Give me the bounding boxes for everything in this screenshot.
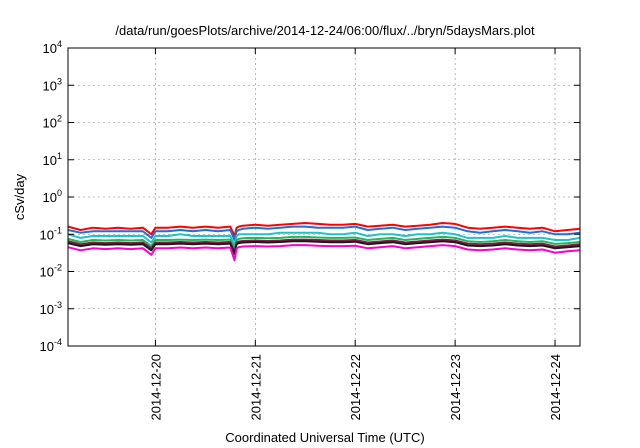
- x-axis-label: Coordinated Universal Time (UTC): [225, 430, 424, 445]
- x-tick-label: 2014-12-20: [148, 354, 163, 421]
- y-tick-label: 10-4: [40, 337, 62, 354]
- y-tick-label: 101: [43, 151, 62, 168]
- x-tick-label: 2014-12-23: [448, 354, 463, 421]
- y-tick-label: 10-2: [40, 263, 62, 280]
- x-tick-label: 2014-12-22: [348, 354, 363, 421]
- x-tick-label: 2014-12-24: [548, 354, 563, 421]
- y-tick-label: 102: [43, 114, 62, 131]
- series-line: [67, 240, 581, 256]
- series-line: [67, 244, 581, 262]
- y-axis-label: cSv/day: [12, 173, 27, 220]
- series-line: [67, 231, 581, 247]
- y-tick-label: 104: [43, 39, 62, 56]
- series-line: [67, 238, 581, 254]
- y-tick-label: 10-3: [40, 300, 62, 317]
- series-layer: [67, 222, 581, 262]
- x-tick-label: 2014-12-21: [248, 354, 263, 421]
- series-line: [67, 225, 581, 241]
- series-line: [67, 235, 581, 251]
- chart-title: /data/run/goesPlots/archive/2014-12-24/0…: [115, 23, 535, 38]
- y-tick-label: 103: [43, 76, 62, 93]
- grid: [68, 48, 580, 346]
- y-tick-label: 100: [43, 188, 62, 205]
- series-line: [67, 222, 581, 237]
- y-tick-label: 10-1: [40, 225, 62, 242]
